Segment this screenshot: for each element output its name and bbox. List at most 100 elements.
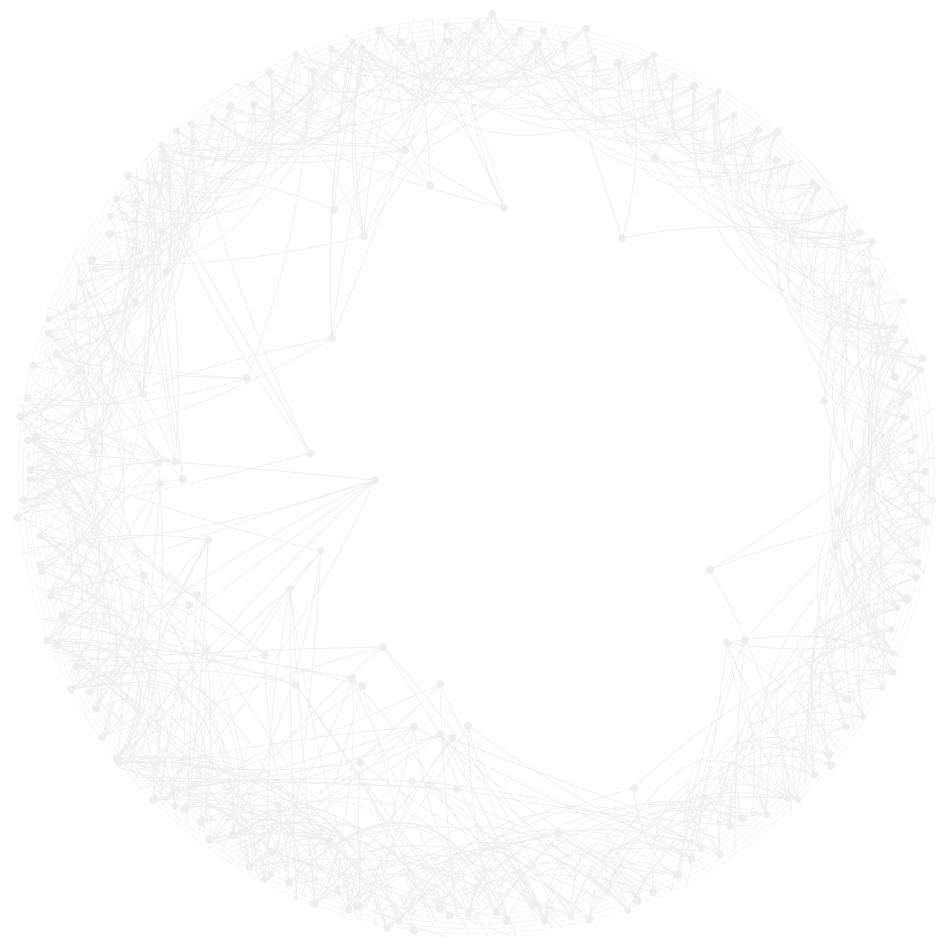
network-node xyxy=(706,566,714,574)
network-edge xyxy=(799,211,905,419)
network-node xyxy=(310,899,319,908)
network-node xyxy=(327,44,335,53)
network-edge xyxy=(588,810,731,920)
network-edge xyxy=(161,479,376,806)
network-edge xyxy=(295,684,437,922)
network-node xyxy=(250,100,259,109)
network-node xyxy=(900,413,909,422)
network-edge xyxy=(143,574,255,859)
network-edge xyxy=(777,182,894,330)
network-edge xyxy=(823,230,841,402)
network-node xyxy=(409,40,417,48)
network-edge xyxy=(757,762,815,815)
network-edge xyxy=(684,781,731,855)
network-node xyxy=(517,26,525,34)
network-node xyxy=(715,849,724,858)
network-node xyxy=(912,539,921,548)
network-node xyxy=(68,303,77,311)
network-edge xyxy=(357,761,362,916)
network-edge xyxy=(654,157,891,335)
network-edge xyxy=(709,515,921,571)
network-edge xyxy=(351,677,470,935)
network-node xyxy=(225,102,235,111)
network-edge xyxy=(467,32,505,209)
network-edge xyxy=(184,779,350,910)
network-node xyxy=(205,835,214,844)
network-node xyxy=(843,723,851,731)
network-node xyxy=(248,80,256,88)
network-edge xyxy=(83,539,209,716)
network-edge xyxy=(789,182,867,274)
network-edge xyxy=(209,807,400,922)
network-edge xyxy=(607,747,830,894)
network-edge xyxy=(726,642,885,650)
network-edge xyxy=(439,805,701,909)
network-node xyxy=(723,639,731,647)
network-edge xyxy=(43,349,94,452)
network-edge xyxy=(246,60,310,379)
network-edge xyxy=(557,833,674,874)
network-edge xyxy=(652,778,788,893)
network-edge xyxy=(269,70,318,116)
network-node xyxy=(867,278,876,288)
network-edge xyxy=(209,833,330,844)
network-edge xyxy=(48,586,208,650)
network-edge xyxy=(86,253,159,464)
network-edge xyxy=(621,226,854,241)
network-edge xyxy=(333,50,372,211)
network-node xyxy=(16,412,25,421)
network-edge xyxy=(22,231,164,433)
network-edge xyxy=(467,725,702,863)
network-node xyxy=(860,713,867,721)
network-edge xyxy=(800,681,848,728)
network-node xyxy=(89,447,97,455)
network-edge xyxy=(654,157,881,260)
network-edge xyxy=(857,471,926,717)
network-edge xyxy=(46,639,150,759)
network-edge xyxy=(726,642,839,750)
network-node xyxy=(651,154,659,162)
network-node xyxy=(26,465,35,474)
network-edge xyxy=(468,864,508,922)
network-node xyxy=(261,875,269,883)
network-edge xyxy=(219,550,322,853)
network-node xyxy=(464,722,472,730)
network-edge xyxy=(34,562,266,656)
network-edge xyxy=(404,19,435,151)
network-edge xyxy=(78,235,365,266)
network-edge xyxy=(212,70,315,151)
network-edge xyxy=(64,327,144,395)
network-edge xyxy=(439,733,674,891)
network-edge xyxy=(330,25,447,103)
network-edge xyxy=(47,574,145,591)
network-edge xyxy=(164,550,322,802)
network-edge xyxy=(21,534,209,555)
network-edge xyxy=(757,182,832,250)
network-edge xyxy=(445,25,719,122)
network-edge xyxy=(65,297,176,463)
network-edge xyxy=(254,804,282,880)
network-node xyxy=(436,730,444,738)
network-node xyxy=(442,22,450,29)
network-node xyxy=(334,889,342,896)
network-edge xyxy=(766,716,864,815)
network-edge xyxy=(677,629,892,876)
network-edge xyxy=(411,780,569,905)
network-node xyxy=(618,234,626,242)
network-edge xyxy=(894,376,921,555)
network-node xyxy=(869,238,876,245)
network-edge xyxy=(401,29,522,117)
network-edge xyxy=(851,417,905,717)
network-node xyxy=(38,566,47,575)
network-node xyxy=(889,668,897,676)
network-edge xyxy=(439,733,629,894)
network-edge xyxy=(856,270,922,490)
network-edge xyxy=(29,282,115,480)
network-node xyxy=(903,337,910,344)
network-edge xyxy=(448,40,538,90)
network-node xyxy=(52,640,61,650)
network-edge xyxy=(741,129,793,184)
network-edge xyxy=(728,754,832,827)
network-edge xyxy=(468,833,559,921)
network-edge xyxy=(726,642,795,798)
